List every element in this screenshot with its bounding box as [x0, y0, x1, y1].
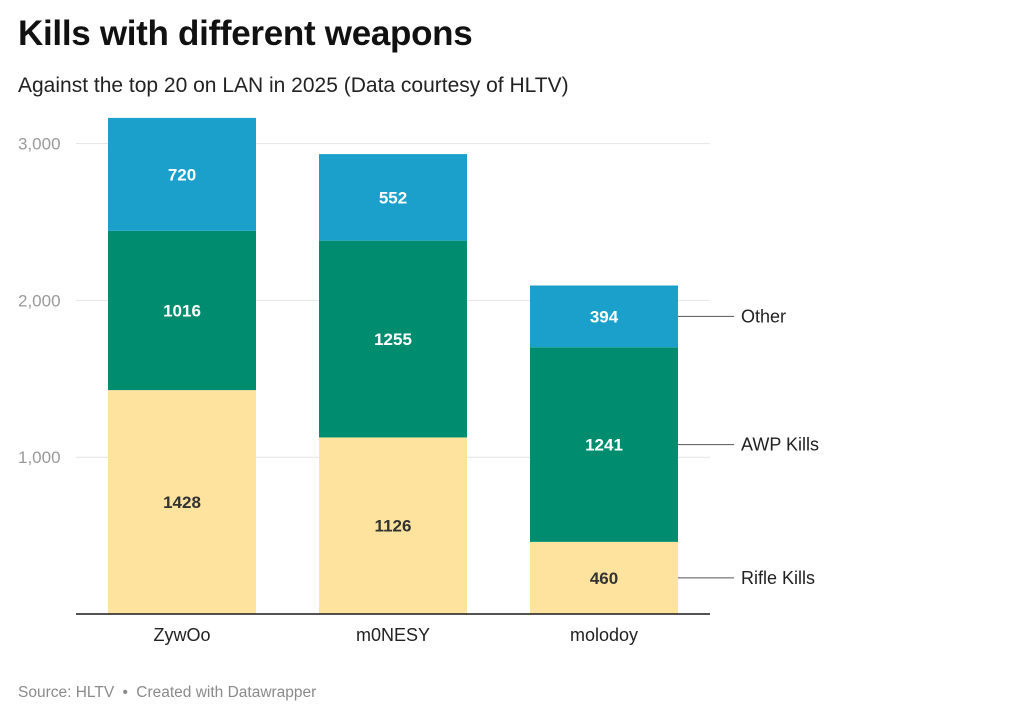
legend-label: AWP Kills — [741, 435, 819, 455]
bar-segment — [530, 347, 678, 542]
data-label: 460 — [590, 569, 618, 588]
chart-subtitle: Against the top 20 on LAN in 2025 (Data … — [18, 74, 569, 97]
bar-segment — [530, 285, 678, 348]
bar-segment — [319, 154, 467, 241]
footer-created-with: Created with Datawrapper — [136, 684, 317, 701]
bar-segment — [319, 437, 467, 614]
data-label: 1126 — [375, 517, 412, 536]
legend-label: Other — [741, 306, 786, 326]
bar-segment — [319, 240, 467, 438]
x-tick-label: m0NESY — [356, 625, 430, 645]
footer-source: Source: HLTV — [18, 684, 115, 701]
bar-segment — [530, 541, 678, 614]
y-tick-label: 2,000 — [18, 291, 61, 310]
footer-separator: • — [122, 684, 128, 701]
x-tick-label: molodoy — [570, 625, 638, 645]
bar-segment — [108, 117, 256, 231]
y-tick-label: 3,000 — [18, 135, 61, 154]
data-label: 1255 — [374, 330, 412, 349]
data-label: 720 — [168, 165, 196, 184]
bar-segment — [108, 390, 256, 614]
data-label: 1241 — [585, 436, 623, 455]
data-label: 1016 — [163, 301, 201, 320]
y-tick-label: 1,000 — [18, 448, 61, 467]
data-label: 552 — [379, 188, 407, 207]
data-label: 394 — [590, 307, 619, 326]
legend-label: Rifle Kills — [741, 568, 815, 588]
bar-segment — [108, 230, 256, 391]
data-label: 1428 — [163, 493, 201, 512]
x-tick-label: ZywOo — [153, 625, 210, 645]
chart-title: Kills with different weapons — [18, 14, 473, 53]
footer-credit: Source: HLTV • Created with Datawrapper — [18, 684, 316, 702]
